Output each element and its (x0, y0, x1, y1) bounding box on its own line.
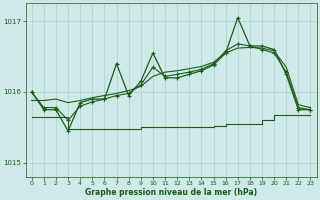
X-axis label: Graphe pression niveau de la mer (hPa): Graphe pression niveau de la mer (hPa) (85, 188, 257, 197)
